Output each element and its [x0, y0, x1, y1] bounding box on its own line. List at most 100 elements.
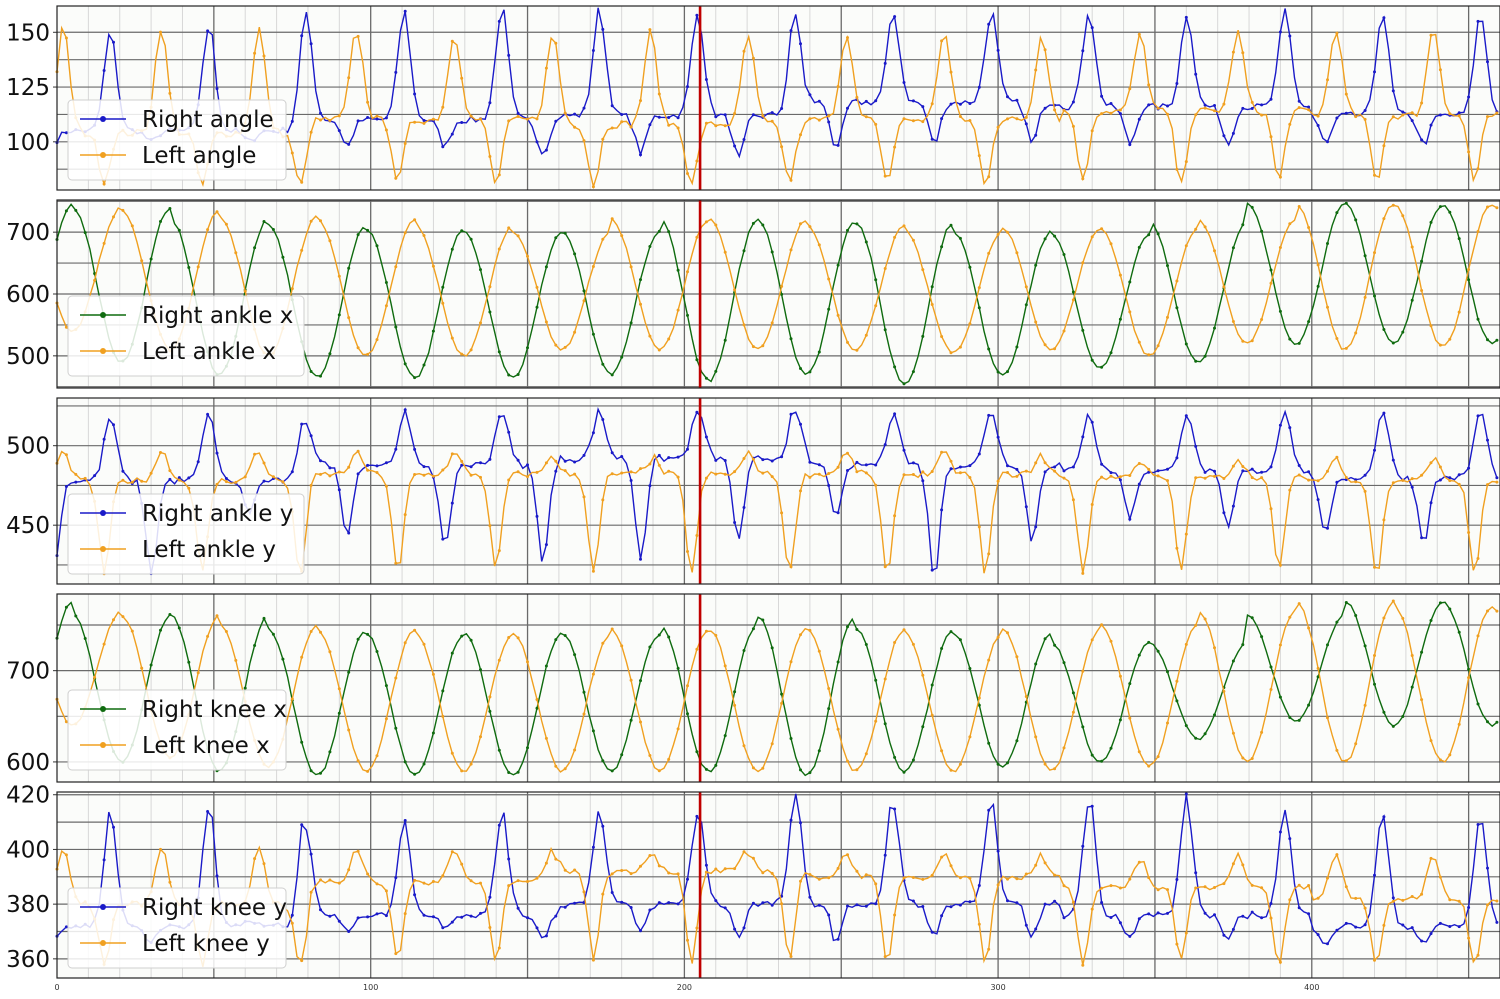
data-point [1053, 899, 1057, 903]
data-point [441, 926, 445, 930]
data-point [846, 625, 849, 629]
data-point [667, 337, 671, 341]
data-point [535, 876, 539, 880]
data-point [648, 645, 652, 649]
data-point [1448, 925, 1452, 928]
data-point [441, 537, 445, 541]
data-point [667, 871, 671, 875]
data-point [893, 755, 897, 759]
data-point [1184, 244, 1188, 248]
data-point [384, 914, 388, 918]
data-point [1090, 753, 1094, 757]
data-point [356, 233, 360, 237]
data-point [1024, 303, 1028, 307]
data-point [1486, 60, 1489, 64]
data-point [1335, 748, 1339, 752]
data-point [667, 116, 671, 119]
data-point [893, 641, 897, 644]
data-point [479, 475, 482, 479]
data-point [554, 914, 558, 918]
data-point [1467, 150, 1471, 154]
data-point [1467, 466, 1471, 470]
data-point [168, 207, 172, 210]
data-point [1156, 649, 1160, 653]
data-point [657, 769, 661, 773]
data-point [1344, 476, 1348, 479]
data-point [1410, 926, 1414, 930]
data-point [1486, 609, 1489, 613]
data-point [1363, 489, 1367, 493]
data-point [855, 460, 859, 464]
data-point [1043, 461, 1047, 465]
data-point [1457, 310, 1461, 314]
data-point [93, 278, 97, 282]
data-point [902, 628, 906, 632]
data-point [667, 635, 671, 639]
data-point [1175, 878, 1179, 881]
data-point [497, 946, 501, 950]
data-point [648, 245, 652, 248]
data-point [601, 27, 605, 31]
data-point [1476, 414, 1480, 418]
data-point [403, 408, 407, 412]
data-point [610, 217, 614, 221]
data-point [1486, 438, 1489, 442]
data-point [1194, 871, 1198, 875]
data-point [1476, 167, 1480, 171]
data-point [281, 480, 285, 484]
data-point [1147, 103, 1151, 107]
data-point [337, 919, 341, 923]
data-point [902, 117, 906, 121]
data-point [102, 437, 106, 441]
data-point [610, 104, 614, 108]
data-point [1166, 911, 1169, 915]
data-point [714, 223, 718, 227]
data-point [1457, 111, 1461, 115]
data-point [676, 902, 680, 906]
data-point [431, 672, 435, 676]
data-point [1495, 480, 1499, 484]
data-point [1118, 886, 1122, 890]
data-point [827, 687, 831, 690]
data-point [1438, 465, 1442, 469]
data-point [940, 914, 944, 918]
data-point [1288, 222, 1292, 226]
data-point [1495, 720, 1499, 724]
data-point [1043, 861, 1047, 865]
data-point [1043, 106, 1047, 110]
data-point [742, 457, 746, 460]
data-point [968, 667, 972, 670]
data-point [112, 825, 115, 829]
axes-frame [56, 199, 1500, 389]
data-point [620, 471, 624, 475]
data-point [1410, 119, 1414, 123]
data-point [441, 689, 445, 693]
data-point [328, 352, 332, 356]
data-point [610, 126, 614, 130]
data-point [1156, 888, 1160, 892]
data-point [968, 265, 972, 269]
data-point [836, 85, 840, 88]
data-point [893, 365, 897, 369]
data-point [1420, 259, 1424, 263]
data-point [328, 914, 332, 918]
data-point [394, 70, 398, 74]
data-point [1250, 883, 1254, 887]
data-point [535, 470, 539, 474]
data-point [1184, 642, 1188, 646]
data-point [206, 228, 210, 232]
data-point [573, 330, 577, 334]
data-point [620, 455, 624, 458]
data-point [347, 465, 351, 469]
data-point [911, 238, 915, 242]
data-point [1147, 353, 1151, 357]
data-point [356, 346, 360, 350]
data-point [375, 114, 379, 118]
data-point [469, 465, 473, 469]
data-point [1354, 925, 1358, 929]
data-point [789, 178, 793, 182]
data-point [996, 125, 1000, 129]
data-point [996, 762, 1000, 766]
data-point [1062, 469, 1066, 473]
data-point [1109, 474, 1113, 478]
